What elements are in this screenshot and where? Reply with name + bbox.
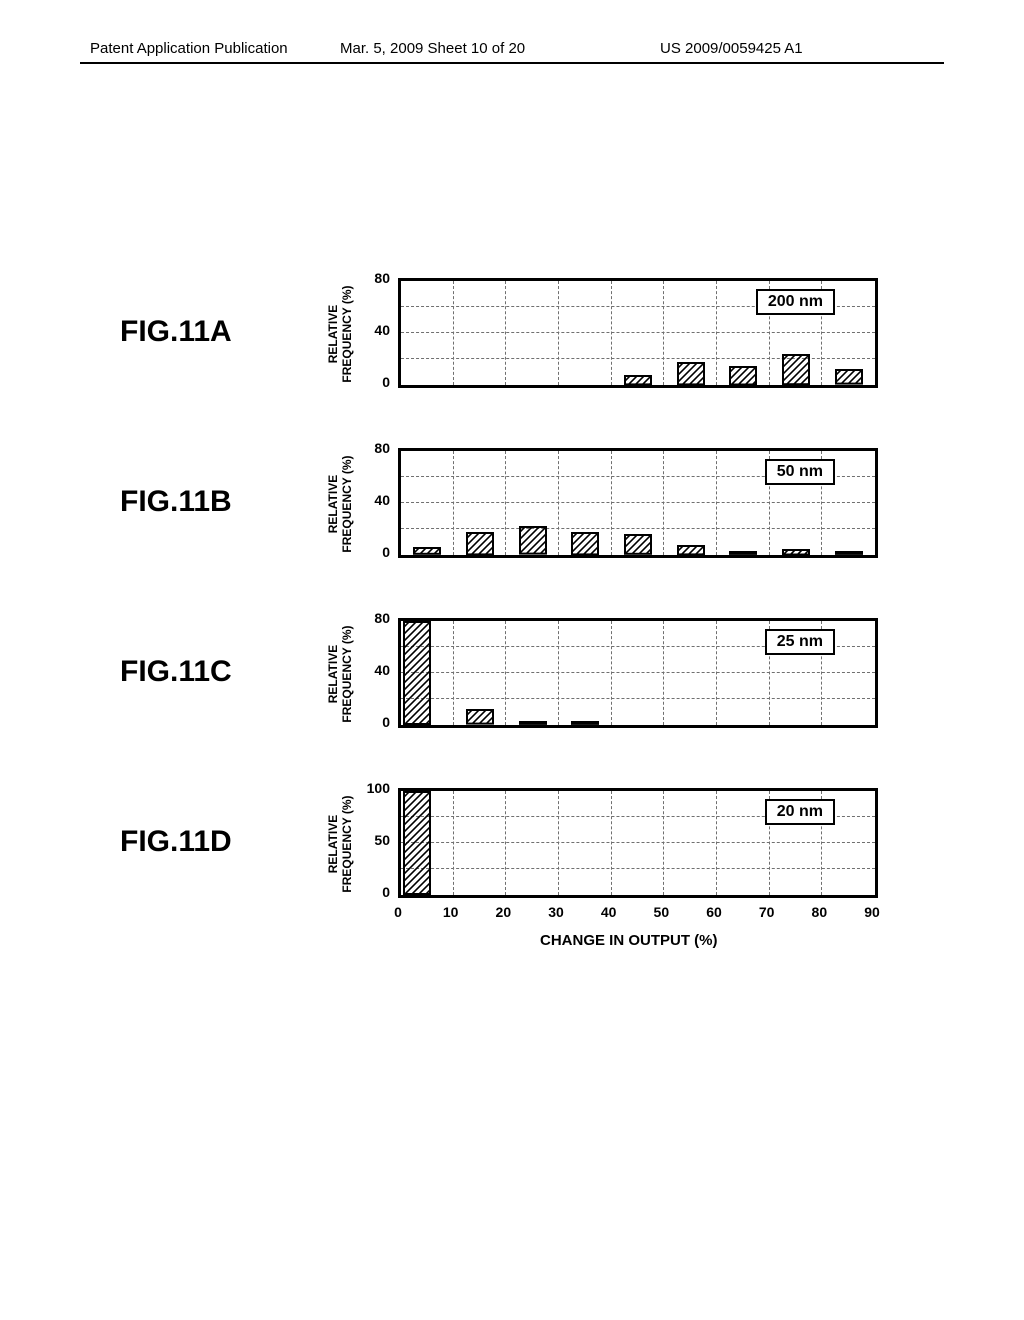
- figure-row-D: FIG.11DRELATIVEFREQUENCY (%)05010020 nm0…: [120, 770, 924, 970]
- header-right: US 2009/0059425 A1: [660, 40, 803, 57]
- bar: [403, 791, 431, 895]
- bar: [782, 354, 810, 385]
- header-rule: [80, 62, 944, 64]
- bar: [413, 547, 441, 555]
- bar: [677, 362, 705, 385]
- figure-label: FIG.11D: [120, 825, 232, 859]
- bar: [729, 366, 757, 386]
- figure-label: FIG.11B: [120, 485, 232, 519]
- y-axis-label: RELATIVEFREQUENCY (%): [326, 279, 354, 389]
- bar: [835, 551, 863, 555]
- bar: [466, 709, 494, 725]
- figures-container: FIG.11ARELATIVEFREQUENCY (%)04080200 nmF…: [120, 260, 924, 980]
- bar: [466, 532, 494, 555]
- bar: [729, 551, 757, 555]
- bar: [677, 545, 705, 555]
- bar: [782, 549, 810, 556]
- bar: [519, 526, 547, 555]
- figure-label: FIG.11A: [120, 315, 232, 349]
- chart-panel: 200 nm: [398, 278, 878, 388]
- chart-panel: 25 nm: [398, 618, 878, 728]
- y-ticks: 04080: [360, 618, 390, 728]
- bar: [571, 721, 599, 725]
- bar: [624, 375, 652, 385]
- legend: 200 nm: [756, 289, 835, 315]
- bar: [519, 721, 547, 725]
- figure-row-B: FIG.11B RELATIVEFREQUENCY (%)04080 50 nm: [120, 430, 924, 590]
- bar: [571, 532, 599, 555]
- y-axis-label: RELATIVEFREQUENCY (%): [326, 619, 354, 729]
- y-ticks: 050100: [360, 788, 390, 898]
- y-axis-label: RELATIVEFREQUENCY (%): [326, 789, 354, 899]
- bar: [403, 621, 431, 725]
- chart-panel: 20 nm: [398, 788, 878, 898]
- x-axis-label: CHANGE IN OUTPUT (%): [540, 932, 718, 949]
- y-axis-label: RELATIVEFREQUENCY (%): [326, 449, 354, 559]
- figure-row-C: FIG.11C RELATIVEFREQUENCY (%)04080 25 nm: [120, 600, 924, 760]
- legend: 25 nm: [765, 629, 835, 655]
- y-ticks: 04080: [360, 448, 390, 558]
- header-mid: Mar. 5, 2009 Sheet 10 of 20: [340, 40, 525, 57]
- legend: 50 nm: [765, 459, 835, 485]
- bar: [835, 369, 863, 385]
- legend: 20 nm: [765, 799, 835, 825]
- header-left: Patent Application Publication: [90, 40, 288, 57]
- figure-label: FIG.11C: [120, 655, 232, 689]
- bar: [624, 534, 652, 555]
- chart-panel: 50 nm: [398, 448, 878, 558]
- figure-row-A: FIG.11A RELATIVEFREQUENCY (%)04080 200 nm: [120, 260, 924, 420]
- y-ticks: 04080: [360, 278, 390, 388]
